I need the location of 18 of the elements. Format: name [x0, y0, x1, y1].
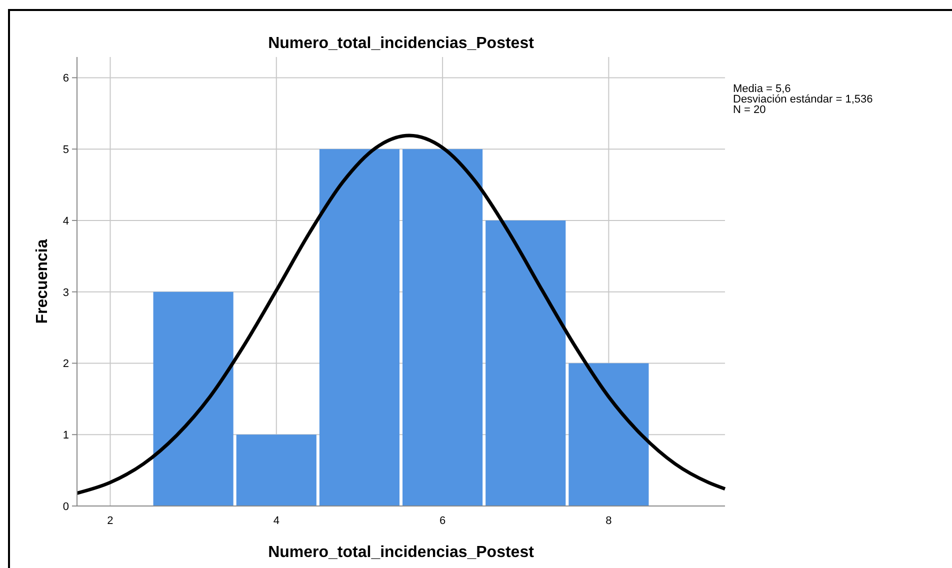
x-tick-label: 2	[107, 515, 114, 527]
text: Desviación estándar = 1,536	[733, 94, 873, 106]
chart-title: Numero_total_incidencias_Postest	[268, 35, 535, 52]
x-tick-label: 8	[606, 515, 612, 527]
y-tick-label: 3	[62, 286, 69, 299]
y-tick-label: 6	[62, 72, 69, 85]
y-tick-label: 4	[62, 215, 69, 228]
line-series	[75, 134, 727, 495]
y-tick-label: 1	[62, 430, 69, 442]
y-tick-label: 5	[62, 144, 69, 156]
text: Media = 5,6	[733, 83, 791, 95]
y-axis-title: Frecuencia	[34, 239, 51, 324]
y-tick-label: 2	[62, 358, 69, 370]
text: N = 20	[733, 104, 766, 116]
x-axis-title: Numero_total_incidencias_Postest	[268, 544, 535, 561]
x-tick-label: 4	[273, 515, 280, 527]
x-tick-label: 6	[439, 515, 446, 527]
y-tick-label: 0	[62, 501, 69, 513]
